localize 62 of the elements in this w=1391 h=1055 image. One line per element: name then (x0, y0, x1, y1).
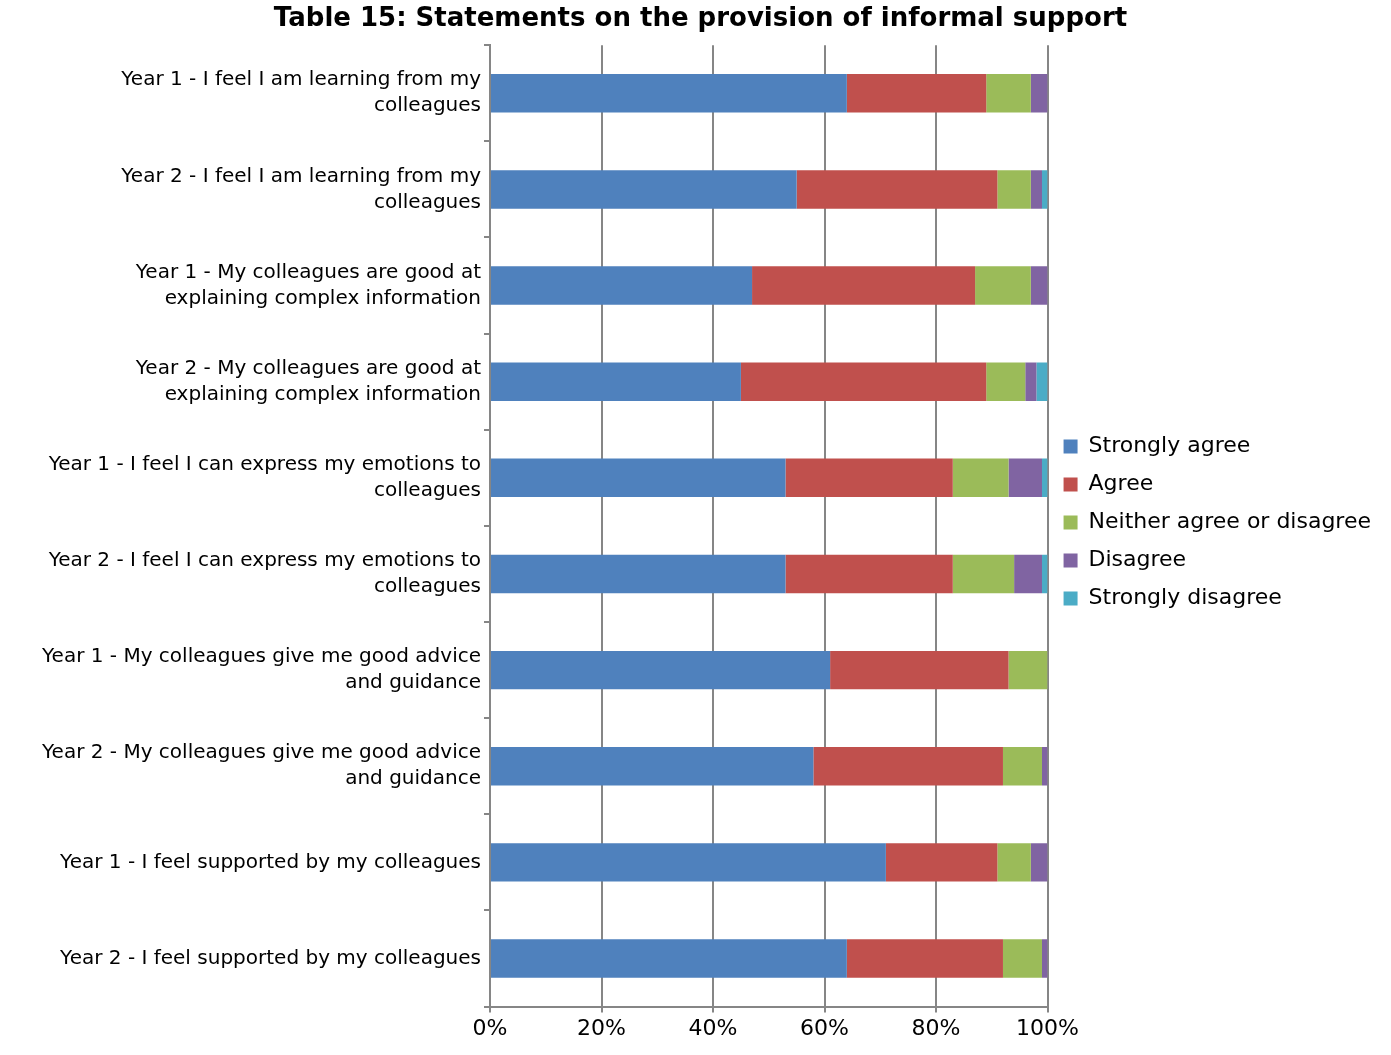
bar (491, 170, 797, 209)
bar (830, 650, 1009, 690)
bar (785, 554, 953, 594)
bar (1030, 266, 1048, 305)
bar (491, 650, 831, 690)
x-tick-label: 40% (688, 1014, 738, 1040)
y-tick-label: Year 1 - My colleagues give me good advice and guidance (41, 643, 481, 694)
legend-label: Strongly agree (1088, 432, 1251, 458)
bar (885, 843, 998, 882)
bar (1041, 939, 1048, 978)
bar (952, 458, 1009, 498)
bar (1030, 74, 1048, 113)
bar (491, 74, 847, 113)
y-tick-label: Year 1 - I feel I am learning from my colleagues (120, 66, 482, 117)
legend-label: Neither agree or disagree (1088, 508, 1371, 534)
bar (1014, 554, 1042, 594)
bar (997, 170, 1031, 209)
bar (986, 74, 1031, 113)
y-tick-label: Year 2 - My colleagues give me good advice and guidance (41, 739, 481, 790)
legend-label: Agree (1088, 470, 1154, 496)
bar (1002, 747, 1042, 786)
bar (491, 458, 786, 498)
bar (813, 747, 1003, 786)
bar (846, 74, 987, 113)
bar (491, 939, 847, 978)
y-tick-label: Year 2 - My colleagues are good at explaining complex information (134, 354, 482, 405)
bar (1008, 650, 1048, 690)
bar (491, 843, 886, 882)
bar (1030, 170, 1042, 209)
y-tick-label: Year 2 - I feel I am learning from my colleagues (120, 162, 482, 213)
bar (986, 362, 1026, 401)
bar (491, 362, 741, 401)
bar (997, 843, 1031, 882)
bar (491, 747, 814, 786)
bar (1002, 939, 1042, 978)
y-tick-label: Year 2 - I feel supported by my colleagues (59, 944, 481, 969)
bar (491, 554, 786, 594)
bar (796, 170, 998, 209)
bar (785, 458, 953, 498)
x-tick-label: 100% (1016, 1014, 1080, 1040)
bar (491, 266, 753, 305)
bar (952, 554, 1015, 594)
x-tick-label: 80% (911, 1014, 961, 1040)
y-tick-label: Year 2 - I feel I can express my emotions to colleagues (47, 547, 481, 598)
bar (752, 266, 976, 305)
bar (1041, 170, 1048, 209)
chart-title: Table 15: Statements on the provision of informal support (273, 2, 1128, 33)
bar (1036, 362, 1048, 401)
x-tick-label: 60% (800, 1014, 849, 1040)
y-tick-label: Year 1 - My colleagues are good at explaining complex information (134, 258, 482, 309)
bar (975, 266, 1031, 305)
y-tick-label: Year 1 - I feel I can express my emotions to colleagues (47, 451, 481, 502)
bar (1030, 843, 1048, 882)
bar (846, 939, 1003, 978)
legend-label: Disagree (1088, 546, 1187, 572)
legend-label: Strongly disagree (1088, 584, 1282, 610)
y-tick-label: Year 1 - I feel supported by my colleagues (59, 848, 481, 873)
bar (1008, 458, 1042, 498)
bar (740, 362, 987, 401)
x-tick-label: 0% (472, 1014, 508, 1040)
bar (1025, 362, 1037, 401)
x-tick-label: 20% (577, 1014, 626, 1040)
